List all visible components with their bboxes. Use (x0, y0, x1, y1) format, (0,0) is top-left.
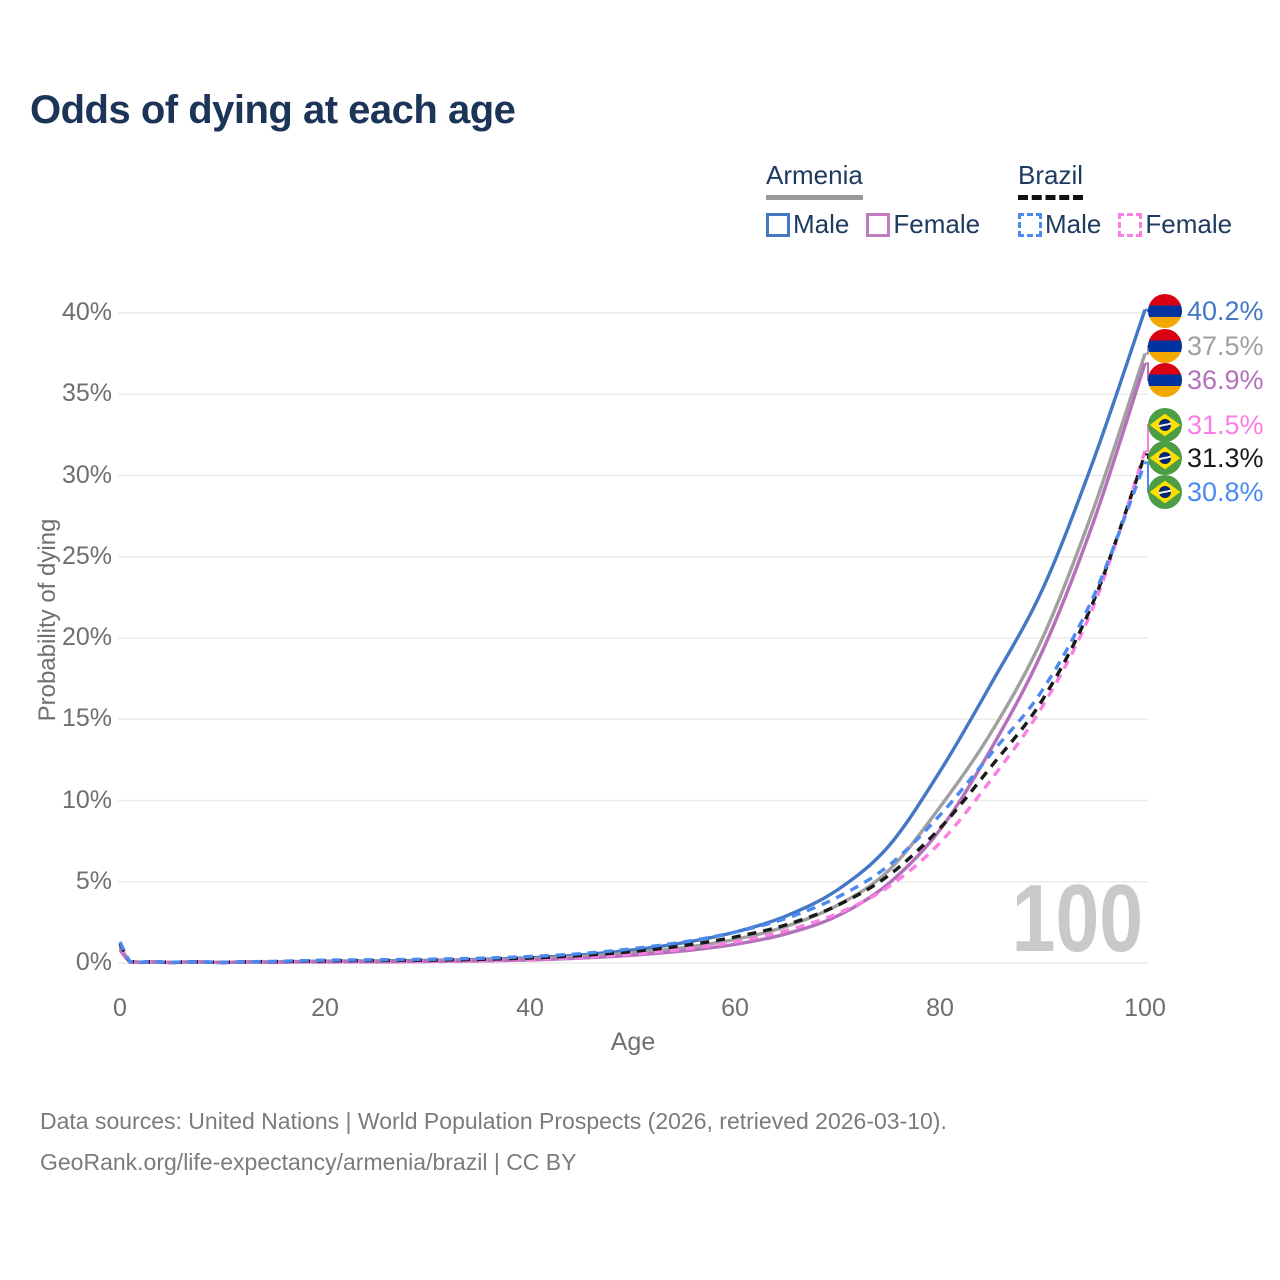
end-label-value: 37.5% (1187, 330, 1264, 361)
legend-brazil-female[interactable]: Female (1118, 209, 1232, 240)
brazil-flag-icon (1148, 408, 1182, 442)
x-tick-label: 0 (113, 994, 127, 1022)
x-tick-label: 20 (311, 994, 339, 1022)
y-tick-label: 20% (61, 623, 112, 651)
end-label-value: 31.5% (1187, 409, 1264, 440)
legend-armenia-male[interactable]: Male (766, 209, 849, 240)
legend-brazil-male-label: Male (1045, 209, 1102, 239)
end-label-armenia-male: 40.2% (1148, 294, 1264, 328)
armenia-flag-icon (1148, 363, 1182, 397)
y-tick-label: 40% (61, 298, 112, 326)
end-label-brazil-total: 31.3% (1148, 441, 1264, 475)
armenia-female-swatch-icon (866, 212, 891, 237)
legend-brazil-header[interactable]: Brazil (1018, 160, 1084, 200)
series-line-brazil-male[interactable] (118, 461, 1147, 965)
x-tick-label: 60 (721, 994, 749, 1022)
brazil-female-swatch-icon (1118, 212, 1143, 237)
y-tick-label: 10% (61, 785, 112, 814)
y-tick-label: 35% (61, 379, 112, 408)
y-tick-label: 25% (61, 541, 112, 570)
y-tick-label: 15% (61, 704, 112, 733)
legend-armenia-items: Male Female (766, 209, 997, 240)
brazil-male-swatch-icon (1018, 212, 1042, 237)
y-tick-label: 5% (75, 866, 112, 895)
series-line-armenia-male[interactable] (118, 309, 1147, 965)
watermark-age-100: 100 (1011, 865, 1143, 972)
end-label-value: 40.2% (1187, 295, 1264, 326)
x-axis-title: Age (610, 1028, 656, 1056)
armenia-flag-icon (1148, 294, 1182, 328)
y-tick-label: 0% (75, 948, 112, 976)
legend-brazil-male[interactable]: Male (1018, 209, 1101, 240)
data-sources-text: Data sources: United Nations | World Pop… (40, 1108, 947, 1134)
legend-group-armenia: Armenia Male Female (766, 160, 997, 240)
page-title: Odds of dying at each age (30, 88, 516, 132)
brazil-flag-icon (1148, 441, 1182, 475)
armenia-flag-icon (1148, 329, 1182, 363)
x-tick-label: 100 (1124, 994, 1166, 1022)
legend-armenia-header[interactable]: Armenia (766, 160, 863, 200)
x-tick-label: 80 (926, 994, 954, 1022)
end-label-value: 30.8% (1187, 476, 1264, 507)
legend-group-brazil: Brazil Male Female (1018, 160, 1249, 240)
series-line-armenia-total[interactable] (118, 353, 1147, 965)
end-label-brazil-female: 31.5% (1148, 408, 1264, 442)
end-label-armenia-female: 36.9% (1148, 363, 1264, 397)
brazil-flag-icon (1148, 475, 1182, 509)
x-tick-label: 40 (516, 994, 544, 1022)
attribution-text: GeoRank.org/life-expectancy/armenia/braz… (40, 1149, 577, 1175)
end-label-value: 36.9% (1187, 364, 1264, 395)
legend-brazil-items: Male Female (1018, 209, 1249, 240)
y-tick-label: 30% (61, 460, 112, 489)
end-label-armenia-total: 37.5% (1148, 329, 1264, 363)
legend-brazil-female-label: Female (1145, 209, 1233, 239)
end-label-brazil-male: 30.8% (1148, 475, 1264, 509)
legend-armenia-female-label: Female (893, 209, 981, 239)
legend-armenia-male-label: Male (793, 209, 850, 239)
end-label-value: 31.3% (1187, 442, 1264, 473)
series-line-brazil-total[interactable] (118, 453, 1147, 965)
legend-armenia-female[interactable]: Female (866, 209, 980, 240)
armenia-male-swatch-icon (766, 212, 790, 237)
